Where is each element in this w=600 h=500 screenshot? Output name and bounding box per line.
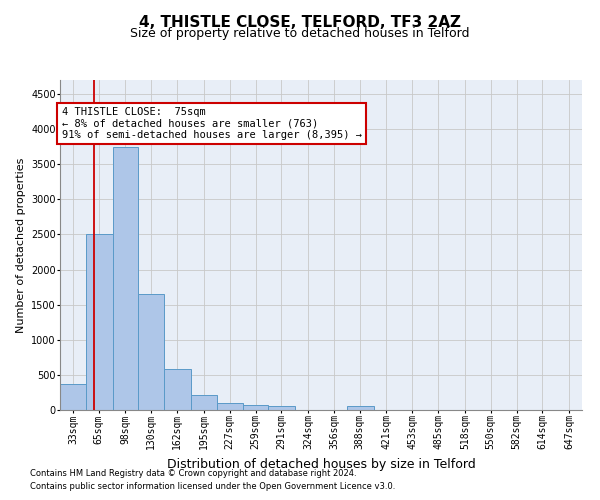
Y-axis label: Number of detached properties: Number of detached properties (16, 158, 26, 332)
Bar (347, 406, 374, 410)
Text: Contains public sector information licensed under the Open Government Licence v3: Contains public sector information licen… (30, 482, 395, 491)
Text: 4, THISTLE CLOSE, TELFORD, TF3 2AZ: 4, THISTLE CLOSE, TELFORD, TF3 2AZ (139, 15, 461, 30)
Text: 4 THISTLE CLOSE:  75sqm
← 8% of detached houses are smaller (763)
91% of semi-de: 4 THISTLE CLOSE: 75sqm ← 8% of detached … (62, 106, 362, 140)
Bar (139, 294, 164, 410)
Bar (191, 394, 217, 410)
Text: Contains HM Land Registry data © Crown copyright and database right 2024.: Contains HM Land Registry data © Crown c… (30, 468, 356, 477)
Bar (217, 402, 242, 410)
Bar (242, 406, 268, 410)
Bar (60, 384, 86, 410)
Bar (113, 146, 139, 410)
Bar (86, 234, 113, 410)
Bar (164, 368, 191, 410)
Bar (268, 406, 295, 410)
Text: Size of property relative to detached houses in Telford: Size of property relative to detached ho… (130, 28, 470, 40)
X-axis label: Distribution of detached houses by size in Telford: Distribution of detached houses by size … (167, 458, 475, 471)
